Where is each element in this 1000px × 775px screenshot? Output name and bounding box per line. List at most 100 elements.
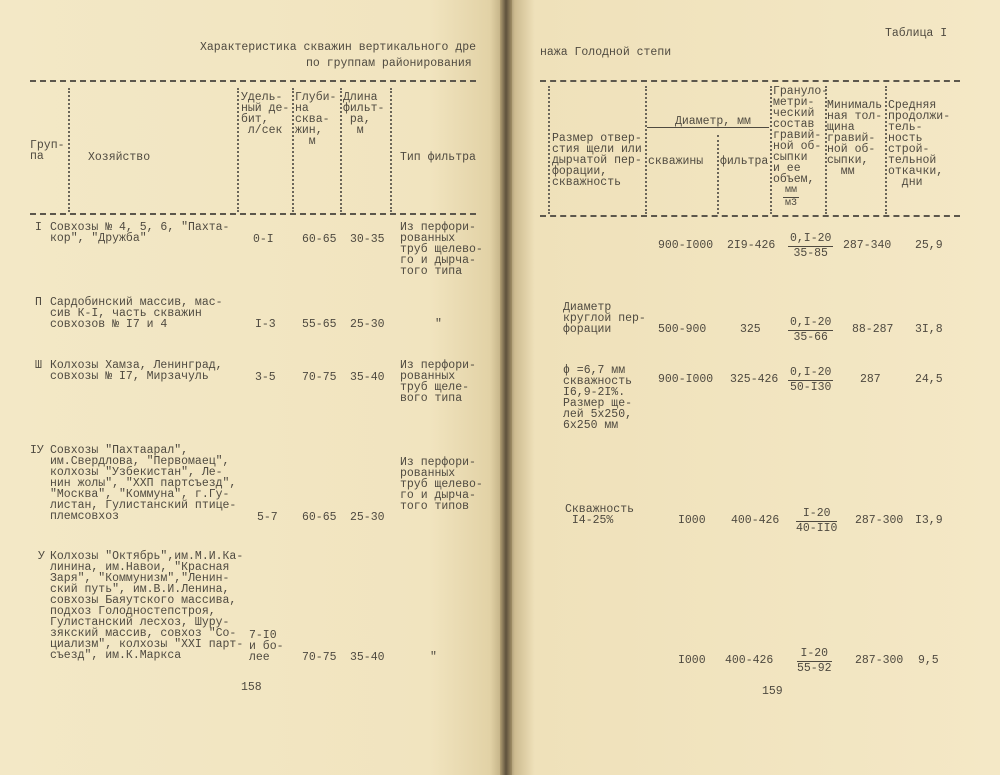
- header-rule: [30, 213, 476, 215]
- row-well: 500-900: [658, 323, 707, 336]
- table-title-line1: Характеристика скважин вертикального дре: [200, 41, 477, 54]
- row-opening: ϕ =6,7 мм скважность I6,9-2I%. Размер ще…: [563, 364, 633, 432]
- row-farm: Совхозы "Пахтаарал", им.Свердлова, "Перв…: [50, 444, 237, 523]
- gran-num: 0,I-20: [788, 232, 834, 247]
- row-depth: 70-75: [302, 651, 337, 664]
- table-title-line2: по группам районирования: [306, 57, 472, 70]
- row-granulometric: I-20 55-92: [797, 647, 832, 676]
- gran-num: I-20: [796, 507, 838, 522]
- column-divider: [237, 88, 239, 212]
- row-depth: 60-65: [302, 233, 337, 246]
- header-group: Груп- па: [30, 139, 65, 163]
- row-min-thickness: 287-300: [855, 654, 904, 667]
- table-title-continuation: нажа Голодной степи: [540, 46, 672, 59]
- page-number: 159: [762, 685, 783, 698]
- column-divider: [645, 86, 647, 214]
- left-page: Характеристика скважин вертикального дре…: [0, 0, 505, 775]
- column-divider: [717, 135, 719, 214]
- row-duration: 24,5: [915, 373, 943, 386]
- gran-den: 40-II0: [796, 522, 838, 535]
- gran-den: 35-85: [793, 247, 828, 260]
- header-farm: Хозяйство: [88, 151, 151, 164]
- gran-unit-num: мм: [783, 185, 800, 198]
- row-depth: 60-65: [302, 511, 337, 524]
- header-opening-size: Размер отвер- стия щели или дырчатой пер…: [552, 132, 642, 189]
- gran-den: 50-I30: [790, 381, 832, 394]
- row-filter: Из перфори- рованных труб щелево- го и д…: [400, 221, 483, 278]
- row-duration: I3,9: [915, 514, 943, 527]
- row-granulometric: 0,I-20 50-I30: [788, 366, 834, 395]
- header-diameter: Диаметр, мм: [675, 115, 751, 128]
- header-depth: Глуби- на сква- жин, м: [295, 91, 337, 148]
- row-granulometric: 0,I-20 35-66: [788, 316, 834, 345]
- column-divider: [885, 86, 887, 214]
- row-debit: 0-I: [253, 233, 274, 246]
- column-divider: [340, 88, 342, 212]
- row-min-thickness: 88-287: [852, 323, 894, 336]
- gran-den: 55-92: [797, 662, 832, 675]
- row-granulometric: 0,I-20 35-85: [788, 232, 834, 261]
- row-filter: 325-426: [730, 373, 779, 386]
- row-debit: 7-I0 и бо- лее: [249, 629, 284, 664]
- row-group: I: [35, 221, 42, 234]
- gran-num: I-20: [797, 647, 832, 662]
- row-length: 30-35: [350, 233, 385, 246]
- row-length: 25-30: [350, 318, 385, 331]
- row-min-thickness: 287: [860, 373, 881, 386]
- row-group: IУ: [30, 444, 44, 457]
- row-duration: 3I,8: [915, 323, 943, 336]
- row-debit: I-3: [255, 318, 276, 331]
- row-well: 900-I000: [658, 373, 714, 386]
- row-filter: ": [430, 651, 437, 664]
- header-min-thickness: Минималь ная тол- щина гравий- ной об- с…: [827, 99, 883, 178]
- row-length: 25-30: [350, 511, 385, 524]
- row-group: У: [38, 550, 45, 563]
- row-filter: Из перфори- рованных труб щеле- вого тип…: [400, 359, 476, 405]
- row-filter: Из перфори- рованных труб щелево- го и д…: [400, 456, 483, 513]
- row-filter: 2I9-426: [727, 239, 776, 252]
- row-debit: 3-5: [255, 371, 276, 384]
- column-divider: [825, 86, 827, 214]
- column-divider: [390, 88, 392, 212]
- gran-unit-den: м3: [785, 198, 798, 209]
- gran-num: 0,I-20: [788, 366, 834, 381]
- row-debit: 5-7: [257, 511, 278, 524]
- row-group: Ш: [35, 359, 42, 372]
- header-debit: Удель- ный де- бит, л/сек: [241, 91, 290, 137]
- row-well: I000: [678, 654, 706, 667]
- row-group: П: [35, 296, 42, 309]
- top-rule: [30, 80, 476, 82]
- column-divider: [770, 86, 772, 214]
- header-filter-type: Тип фильтра: [400, 151, 476, 164]
- row-farm: Совхозы № 4, 5, 6, "Пахта- кор", "Дружба…: [50, 221, 230, 245]
- diameter-underline: [647, 127, 769, 128]
- table-label: Таблица I: [885, 27, 948, 40]
- right-page: Таблица I нажа Голодной степи Размер отв…: [505, 0, 1000, 775]
- row-filter: 400-426: [731, 514, 780, 527]
- row-filter: 400-426: [725, 654, 774, 667]
- header-filter: фильтра: [720, 155, 769, 168]
- header-well: скважины: [648, 155, 704, 168]
- row-farm: Сардобинский массив, мас- сив К-I, часть…: [50, 296, 223, 331]
- gran-num: 0,I-20: [788, 316, 834, 331]
- row-duration: 25,9: [915, 239, 943, 252]
- row-well: I000: [678, 514, 706, 527]
- gran-den: 35-66: [793, 331, 828, 344]
- header-filter-length: Длина фильт- ра, м: [343, 91, 385, 137]
- row-granulometric: I-20 40-II0: [796, 507, 838, 536]
- page-number: 158: [241, 681, 262, 694]
- row-min-thickness: 287-340: [843, 239, 892, 252]
- row-filter: 325: [740, 323, 761, 336]
- row-opening: Скважность I4-25%: [565, 503, 635, 527]
- row-length: 35-40: [350, 651, 385, 664]
- row-length: 35-40: [350, 371, 385, 384]
- book-gutter: [500, 0, 512, 775]
- row-well: 900-I000: [658, 239, 714, 252]
- row-farm: Колхозы Хамза, Ленинград, совхозы № I7, …: [50, 359, 223, 383]
- row-opening: Диаметр круглой пер- форации: [563, 301, 646, 336]
- row-farm: Колхозы "Октябрь",им.М.И.Ка- линина, им.…: [50, 550, 244, 662]
- header-rule: [540, 215, 960, 217]
- header-avg-duration: Средняя продолжи- тель- ность строй- тел…: [888, 99, 951, 189]
- row-min-thickness: 287-300: [855, 514, 904, 527]
- row-duration: 9,5: [918, 654, 939, 667]
